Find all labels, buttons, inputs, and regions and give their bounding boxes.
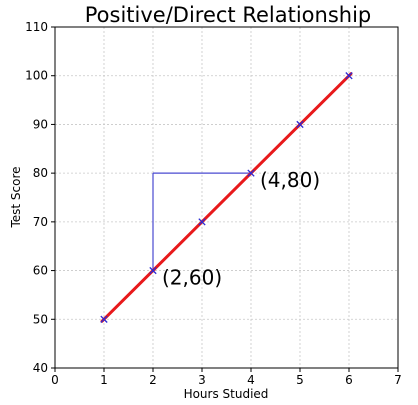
data-point-stroke: [296, 120, 304, 129]
data-point: [247, 169, 255, 177]
x-tick-label: 3: [198, 373, 206, 387]
y-tick-label: 100: [25, 69, 48, 83]
y-tick-label: 50: [33, 312, 48, 326]
axis-ticks: 0 1 2 3 4 5 6 7 40 50 60 70 80 90 100 110: [25, 20, 402, 387]
slope-guide: [152, 172, 251, 271]
series-line: [100, 72, 353, 323]
x-tick-label: 2: [149, 373, 157, 387]
x-tick-label: 6: [345, 373, 353, 387]
data-point: [100, 315, 108, 323]
x-axis-label: Hours Studied: [184, 387, 269, 401]
data-point-stroke: [247, 169, 255, 177]
y-tick-label: 70: [33, 215, 48, 229]
x-tick-label: 1: [100, 373, 108, 387]
x-tick-label: 0: [51, 373, 59, 387]
y-axis-label: Test Score: [9, 166, 23, 228]
y-tick-label: 40: [33, 361, 48, 375]
data-point-stroke: [198, 218, 206, 226]
series-line-path: [100, 72, 353, 323]
point-annotation: (4,80): [260, 168, 320, 192]
data-point: [149, 266, 157, 275]
data-point-stroke: [345, 72, 353, 80]
annotations: (4,80) (2,60): [162, 168, 320, 289]
data-point: [345, 72, 353, 80]
data-point-stroke: [149, 266, 157, 275]
y-tick-label: 110: [25, 20, 48, 34]
series-markers: [100, 72, 353, 323]
data-point: [198, 218, 206, 226]
data-point: [296, 120, 304, 129]
x-tick-label: 7: [394, 373, 402, 387]
data-point-stroke: [100, 315, 108, 323]
y-tick-label: 60: [33, 264, 48, 278]
plot-frame: [54, 26, 399, 369]
chart-title: Positive/Direct Relationship: [85, 3, 372, 27]
point-annotation: (2,60): [162, 266, 222, 290]
x-tick-label: 5: [296, 373, 304, 387]
y-tick-label: 80: [33, 166, 48, 180]
x-tick-label: 4: [247, 373, 255, 387]
y-tick-label: 90: [33, 117, 48, 131]
